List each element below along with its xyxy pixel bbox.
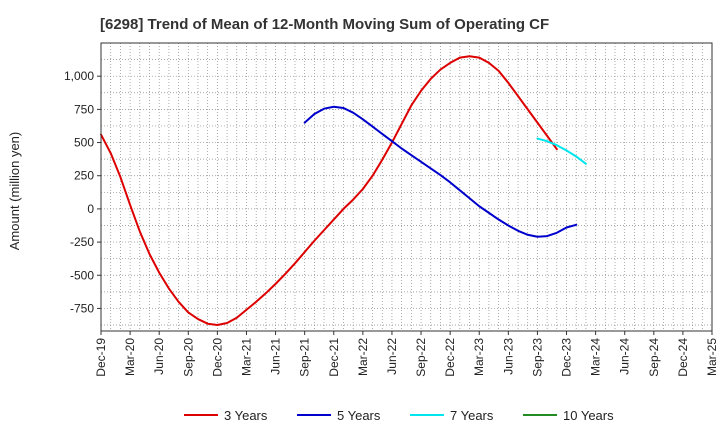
- x-tick-label: Jun-24: [618, 338, 632, 375]
- chart-title: [6298] Trend of Mean of 12-Month Moving …: [100, 16, 549, 33]
- x-tick-label: Jun-23: [501, 338, 515, 375]
- plot-series: [100, 55, 587, 327]
- legend-label: 10 Years: [563, 408, 614, 423]
- x-tick-label: Jun-22: [385, 338, 399, 375]
- y-axis-label: Amount (million yen): [7, 132, 22, 251]
- x-tick-label: Mar-22: [356, 338, 370, 376]
- series-line-5-years: [303, 105, 578, 238]
- y-tick-label: 1,000: [64, 69, 94, 83]
- x-tick-label: Sep-24: [647, 338, 661, 377]
- x-tick-label: Sep-20: [181, 338, 195, 377]
- x-tick-label: Jun-21: [269, 338, 283, 375]
- x-tick-label: Mar-23: [472, 338, 486, 376]
- y-tick-label: -750: [70, 301, 94, 315]
- legend-label: 3 Years: [224, 408, 268, 423]
- legend: 3 Years 5 Years 7 Years 10 Years: [184, 408, 614, 423]
- plot-frame: [100, 42, 713, 332]
- y-tick-label: 750: [74, 102, 94, 116]
- x-tick-label: Sep-23: [530, 338, 544, 377]
- x-tick-label: Sep-21: [298, 338, 312, 377]
- x-tick-label: Mar-24: [589, 338, 603, 376]
- x-tick-label: Jun-20: [152, 338, 166, 375]
- x-tick-label: Dec-22: [443, 338, 457, 377]
- y-tick-label: 250: [74, 169, 94, 183]
- series-line-3-years: [100, 55, 558, 327]
- x-tick-label: Dec-19: [94, 338, 108, 377]
- y-tick-label: 0: [87, 202, 94, 216]
- x-tick-label: Dec-21: [327, 338, 341, 377]
- x-tick-label: Mar-20: [123, 338, 137, 376]
- y-axis-ticks: -750 -500 -250 0 250 500 750 1,000: [64, 69, 101, 315]
- legend-label: 7 Years: [450, 408, 494, 423]
- x-tick-label: Dec-20: [210, 338, 224, 377]
- y-tick-label: 500: [74, 136, 94, 150]
- y-tick-label: -250: [70, 235, 94, 249]
- x-axis-ticks: Dec-19 Mar-20 Jun-20 Sep-20 Dec-20 Mar-21 Jun-…: [94, 331, 719, 377]
- grid: [101, 43, 712, 331]
- x-tick-label: Dec-24: [676, 338, 690, 377]
- y-tick-label: -500: [70, 268, 94, 282]
- series-line-7-years: [536, 137, 587, 165]
- legend-label: 5 Years: [337, 408, 381, 423]
- x-tick-label: Mar-25: [705, 338, 719, 376]
- x-tick-label: Mar-21: [239, 338, 253, 376]
- x-tick-label: Sep-22: [414, 338, 428, 377]
- x-tick-label: Dec-23: [560, 338, 574, 377]
